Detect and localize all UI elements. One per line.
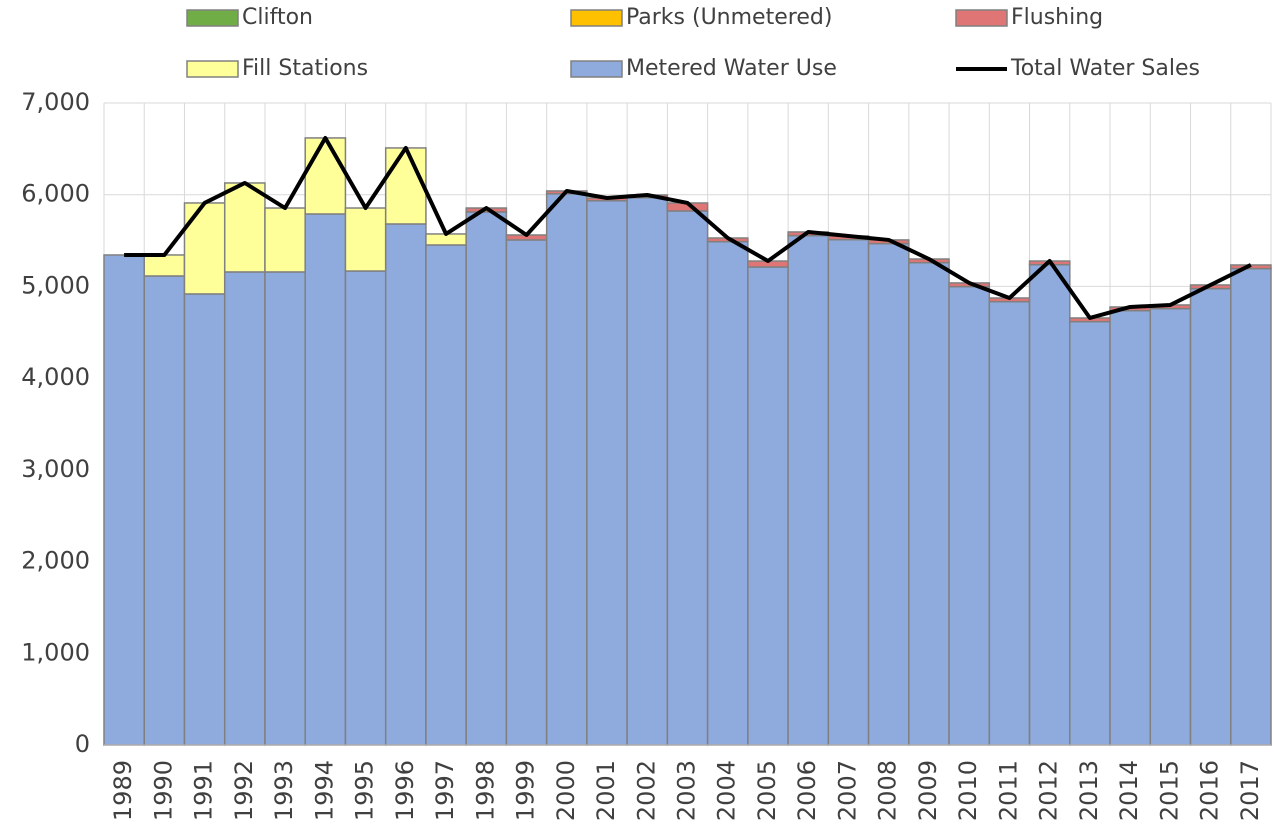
- legend-swatch: [186, 60, 239, 78]
- bar-segment: [384, 223, 427, 746]
- x-tick-label: 1997: [431, 760, 459, 821]
- bar-segment: [908, 261, 950, 746]
- y-tick-label: 6,000: [21, 180, 90, 208]
- x-tick-label: 2011: [994, 760, 1022, 821]
- x-tick-label: 2006: [793, 760, 821, 821]
- legend-label: Metered Water Use: [626, 56, 837, 81]
- x-tick-label: 2007: [833, 760, 861, 821]
- x-tick-label: 1993: [270, 760, 298, 821]
- legend-swatch: [570, 60, 623, 78]
- y-tick-label: 5,000: [21, 271, 90, 299]
- legend-swatch: [570, 9, 623, 27]
- y-tick-label: 7,000: [21, 88, 90, 116]
- x-tick-label: 2009: [914, 760, 942, 821]
- x-tick-label: 2014: [1115, 760, 1143, 821]
- x-tick-label: 2005: [753, 760, 781, 821]
- bar-segment: [1028, 263, 1071, 746]
- legend-swatch: [955, 9, 1008, 27]
- x-tick-label: 1999: [512, 760, 540, 821]
- bar-segment: [706, 240, 749, 746]
- bar-segment: [787, 234, 830, 746]
- x-tick-label: 2013: [1075, 760, 1103, 821]
- y-tick-label: 0: [75, 730, 90, 758]
- bar-segment: [183, 293, 226, 746]
- bar-segment: [183, 202, 226, 295]
- bar-segment: [1149, 307, 1192, 746]
- x-tick-label: 1991: [190, 760, 218, 821]
- bar-segment: [827, 238, 870, 746]
- x-tick-label: 2015: [1155, 760, 1183, 821]
- legend-swatch: [186, 9, 239, 27]
- x-tick-label: 2008: [874, 760, 902, 821]
- bar-segment: [1069, 320, 1111, 746]
- legend-label: Parks (Unmetered): [626, 5, 832, 30]
- bar-segment: [304, 213, 347, 746]
- bar-segment: [344, 207, 387, 272]
- x-tick-label: 1994: [310, 760, 338, 821]
- bar-segment: [384, 147, 427, 225]
- x-tick-label: 2010: [954, 760, 982, 821]
- x-tick-label: 2016: [1196, 760, 1224, 821]
- total-line: [124, 135, 1252, 320]
- bar-segment: [626, 196, 669, 746]
- y-tick-label: 2,000: [21, 547, 90, 575]
- legend-label: Clifton: [242, 5, 313, 30]
- x-tick-label: 1998: [471, 760, 499, 821]
- bar-segment: [867, 242, 910, 746]
- bar-segment: [1189, 287, 1232, 746]
- x-tick-label: 2002: [632, 760, 660, 821]
- bar-segment: [304, 137, 347, 215]
- bar-segment: [586, 200, 628, 746]
- bar-segment: [264, 271, 306, 746]
- bar-segment: [223, 182, 266, 273]
- x-tick-label: 2003: [673, 760, 701, 821]
- x-tick-label: 2000: [552, 760, 580, 821]
- bar-segment: [1109, 309, 1152, 746]
- bar-segment: [344, 270, 387, 746]
- x-tick-label: 2017: [1236, 760, 1264, 821]
- x-tick-label: 2004: [713, 760, 741, 821]
- x-tick-label: 1996: [391, 760, 419, 821]
- legend-label: Total Water Sales: [1010, 56, 1200, 81]
- bar-segment: [747, 266, 789, 746]
- bar-segment: [505, 239, 548, 746]
- bar-segment: [1230, 267, 1272, 746]
- bar-segment: [264, 207, 306, 273]
- x-tick-label: 2001: [592, 760, 620, 821]
- x-tick-label: 1992: [230, 760, 258, 821]
- bar-segment: [103, 254, 145, 746]
- bar-segment: [223, 271, 266, 746]
- x-tick-label: 2012: [1035, 760, 1063, 821]
- bar-segment: [143, 254, 186, 277]
- bar-segment: [545, 193, 588, 746]
- bar-segment: [465, 211, 508, 746]
- bar-segment: [425, 244, 467, 746]
- bar-segment: [948, 285, 991, 746]
- legend-label: Flushing: [1011, 5, 1103, 30]
- bar-segment: [666, 210, 709, 746]
- x-tick-label: 1990: [149, 760, 177, 821]
- y-tick-label: 4,000: [21, 363, 90, 391]
- x-tick-label: 1995: [351, 760, 379, 821]
- bar-segment: [988, 300, 1031, 746]
- y-tick-label: 3,000: [21, 455, 90, 483]
- y-tick-label: 1,000: [21, 638, 90, 666]
- x-tick-label: 1989: [109, 760, 137, 821]
- legend-label: Fill Stations: [242, 56, 368, 81]
- bar-segment: [143, 275, 186, 746]
